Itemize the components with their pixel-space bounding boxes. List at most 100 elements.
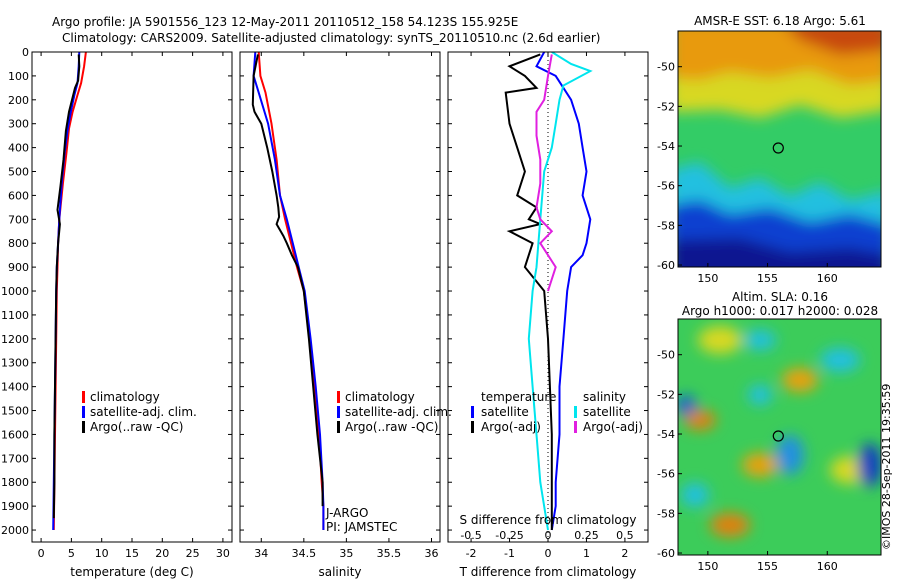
temperature-plot-area	[52, 52, 87, 531]
series-line-climatology	[52, 52, 87, 531]
sla-high-patch	[684, 410, 716, 430]
y-tick-label: 200	[8, 94, 29, 107]
legend-label-climatology: climatology	[90, 390, 160, 404]
salinity-panel: 34 34.5 35 35.5 36 salinity climatology sate…	[239, 51, 452, 579]
series-line-satellite-adj-clim-	[252, 52, 325, 530]
legend-label-argo: Argo(..raw -QC)	[90, 420, 183, 434]
legend-swatch-satellite	[82, 406, 85, 418]
series-line-salinity-satellite	[527, 52, 593, 531]
legend-swatch-s-argo	[574, 421, 577, 433]
legend-swatch-s-satellite	[574, 406, 577, 418]
sst-map-frame	[677, 30, 882, 268]
x-tick-label-top: -0.5	[460, 529, 481, 542]
temperature-frame	[31, 51, 233, 543]
legend-swatch-t-argo	[471, 421, 474, 433]
sla-low-patch	[681, 483, 709, 507]
x-tick-label: 10	[95, 547, 109, 560]
x-tick-label: 2	[621, 547, 628, 560]
x-tick-label: 34	[254, 547, 268, 560]
map-y-tick-label: -54	[657, 140, 675, 153]
temperature-panel: 0100200300400500600700800900100011001200…	[1, 46, 648, 579]
sla-low-patch	[744, 330, 776, 350]
map-y-tick-label: -58	[657, 507, 675, 520]
legend-swatch-t-satellite	[471, 406, 474, 418]
sla-high-patch	[742, 453, 778, 477]
salinity-plot-area	[251, 52, 325, 530]
map-x-tick-label: 150	[697, 560, 718, 573]
sla-map-title-line2: Argo h1000: 0.017 h2000: 0.028	[682, 304, 878, 318]
series-line-temperature-satellite	[535, 52, 592, 531]
x-tick-label: 0	[38, 547, 45, 560]
legend-label-climatology: climatology	[345, 390, 415, 404]
y-tick-label: 0	[22, 46, 29, 59]
map-y-tick-label: -56	[657, 468, 675, 481]
y-tick-label: 800	[8, 237, 29, 250]
map-y-tick-label: -60	[657, 259, 675, 272]
legend-swatch-satellite	[337, 406, 340, 418]
map-y-tick-label: -54	[657, 428, 675, 441]
map-y-tick-label: -60	[657, 547, 675, 560]
x-tick-label-top: 0.25	[574, 529, 599, 542]
sst-map-title: AMSR-E SST: 6.18 Argo: 5.61	[694, 14, 866, 28]
y-tick-label: 900	[8, 261, 29, 274]
sla-map-frame	[677, 318, 882, 556]
figure-title-line2: Climatology: CARS2009. Satellite-adjuste…	[62, 31, 600, 45]
legend-swatch-climatology	[337, 391, 340, 403]
argo-position-marker	[772, 142, 784, 154]
x-tick-label: 20	[155, 547, 169, 560]
map-y-tick-label: -50	[657, 61, 675, 74]
y-tick-label: 400	[8, 142, 29, 155]
legend-label-satellite: satellite-adj. clim.	[90, 405, 197, 419]
salinity-annotation-program: J-ARGO	[325, 506, 368, 520]
sla-low-patch	[748, 385, 772, 405]
difference-xlabel: T difference from climatology	[459, 565, 637, 579]
sst-map-panel: AMSR-E SST: 6.18 Argo: 5.61 -50 -52 -54 -56…	[657, 14, 882, 285]
y-tick-label: 1900	[1, 500, 29, 513]
y-tick-label: 300	[8, 118, 29, 131]
series-line-argo-raw-qc-	[52, 54, 81, 519]
y-tick-label: 1500	[1, 405, 29, 418]
difference-legend: temperature satellite Argo(-adj) salinit…	[471, 390, 643, 434]
x-tick-label: -1	[504, 547, 515, 560]
legend-label-s-argo: Argo(-adj)	[583, 420, 643, 434]
imos-timestamp: ©IMOS 28-Sep-2011 19:35:59	[880, 384, 893, 550]
y-tick-label: 100	[8, 70, 29, 83]
x-tick-label: 0	[545, 547, 552, 560]
legend-swatch-climatology	[82, 391, 85, 403]
sla-high-patch	[710, 513, 750, 537]
map-x-tick-label: 155	[757, 560, 778, 573]
x-tick-label-top: -0.25	[495, 529, 523, 542]
difference-xlabel-top: S difference from climatology	[460, 513, 637, 527]
x-tick-label: 15	[125, 547, 139, 560]
map-y-tick-label: -50	[657, 349, 675, 362]
legend-label-t-satellite: satellite	[481, 405, 529, 419]
sla-high-patch	[698, 326, 742, 354]
series-line-temperature-argo-adj-	[504, 53, 553, 530]
x-tick-label: 35	[339, 547, 353, 560]
legend-label-s-satellite: satellite	[583, 405, 631, 419]
y-tick-label: 2000	[1, 524, 29, 537]
x-tick-label: 1	[583, 547, 590, 560]
figure-title-line1: Argo profile: JA 5901556_123 12-May-2011…	[52, 15, 518, 29]
sla-low-patch	[858, 443, 881, 487]
y-tick-label: 1700	[1, 452, 29, 465]
sla-map-image	[678, 319, 881, 555]
x-tick-label: 34.5	[292, 547, 317, 560]
legend-label-t-argo: Argo(-adj)	[481, 420, 541, 434]
map-x-tick-label: 150	[697, 272, 718, 285]
y-tick-label: 500	[8, 166, 29, 179]
legend-title-temperature: temperature	[481, 390, 556, 404]
sst-map-image	[678, 31, 881, 267]
temperature-legend: climatology satellite-adj. clim. Argo(..…	[82, 390, 197, 434]
y-tick-label: 1100	[1, 309, 29, 322]
salinity-annotation-pi: PI: JAMSTEC	[326, 520, 397, 534]
legend-label-argo: Argo(..raw -QC)	[345, 420, 438, 434]
map-y-tick-label: -58	[657, 219, 675, 232]
sla-low-patch	[776, 435, 804, 475]
x-tick-label: -2	[466, 547, 477, 560]
y-tick-label: 1300	[1, 357, 29, 370]
x-tick-label: 36	[424, 547, 438, 560]
salinity-legend: climatology satellite-adj. clim. Argo(..…	[337, 390, 452, 434]
y-tick-label: 1400	[1, 381, 29, 394]
